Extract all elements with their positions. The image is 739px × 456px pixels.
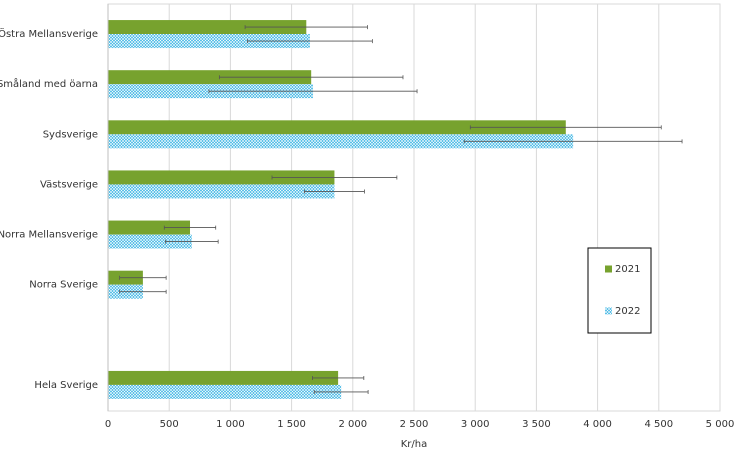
x-tick-label: 4 000 xyxy=(583,419,612,430)
error-bar xyxy=(304,189,365,194)
bar xyxy=(108,170,335,185)
error-bar xyxy=(218,75,404,80)
x-tick-label: 500 xyxy=(160,419,179,430)
bar xyxy=(108,20,307,35)
error-bar xyxy=(469,125,662,130)
x-tick-label: 2 000 xyxy=(338,419,367,430)
y-tick-label: Östra Mellansverige xyxy=(0,27,98,40)
bar xyxy=(108,120,566,135)
error-bar xyxy=(163,225,217,230)
bar xyxy=(108,134,574,149)
x-tick-label: 1 000 xyxy=(216,419,245,430)
y-tick-label: Hela Sverige xyxy=(34,380,98,391)
error-bar xyxy=(119,289,167,294)
error-bar xyxy=(271,175,398,180)
x-tick-label: 2 500 xyxy=(400,419,429,430)
bar xyxy=(108,220,191,235)
x-tick-label: 3 000 xyxy=(461,419,490,430)
bar xyxy=(108,184,335,199)
x-tick-label: 3 500 xyxy=(522,419,551,430)
y-tick-label: Sydsverige xyxy=(43,129,98,140)
x-tick-label: 1 500 xyxy=(277,419,306,430)
legend-label: 2021 xyxy=(615,264,640,275)
x-tick-label: 5 000 xyxy=(706,419,735,430)
error-bar xyxy=(463,139,683,144)
error-bar xyxy=(312,375,365,380)
error-bar xyxy=(313,389,369,394)
bar xyxy=(108,34,310,49)
error-bar xyxy=(165,239,219,244)
legend-swatch xyxy=(605,307,612,315)
legend-label: 2022 xyxy=(615,306,640,317)
error-bar xyxy=(247,39,373,44)
legend-swatch xyxy=(605,265,612,273)
bar xyxy=(108,384,342,399)
y-tick-label: Småland med öarna xyxy=(0,77,98,90)
y-tick-label: Norra Mellansverige xyxy=(0,230,98,241)
y-tick-label: Västsverige xyxy=(40,179,98,190)
y-tick-label: Norra Sverige xyxy=(29,280,98,291)
x-tick-label: 0 xyxy=(105,419,111,430)
error-bar xyxy=(119,275,167,280)
bar xyxy=(108,70,312,85)
legend: 2021 2022 xyxy=(587,247,652,334)
bar xyxy=(108,370,339,385)
legend-frame xyxy=(587,247,652,334)
bar xyxy=(108,234,192,249)
x-axis-label: Kr/ha xyxy=(401,439,428,450)
error-bar xyxy=(244,25,368,30)
error-bar xyxy=(208,89,418,94)
x-tick-label: 4 500 xyxy=(644,419,673,430)
